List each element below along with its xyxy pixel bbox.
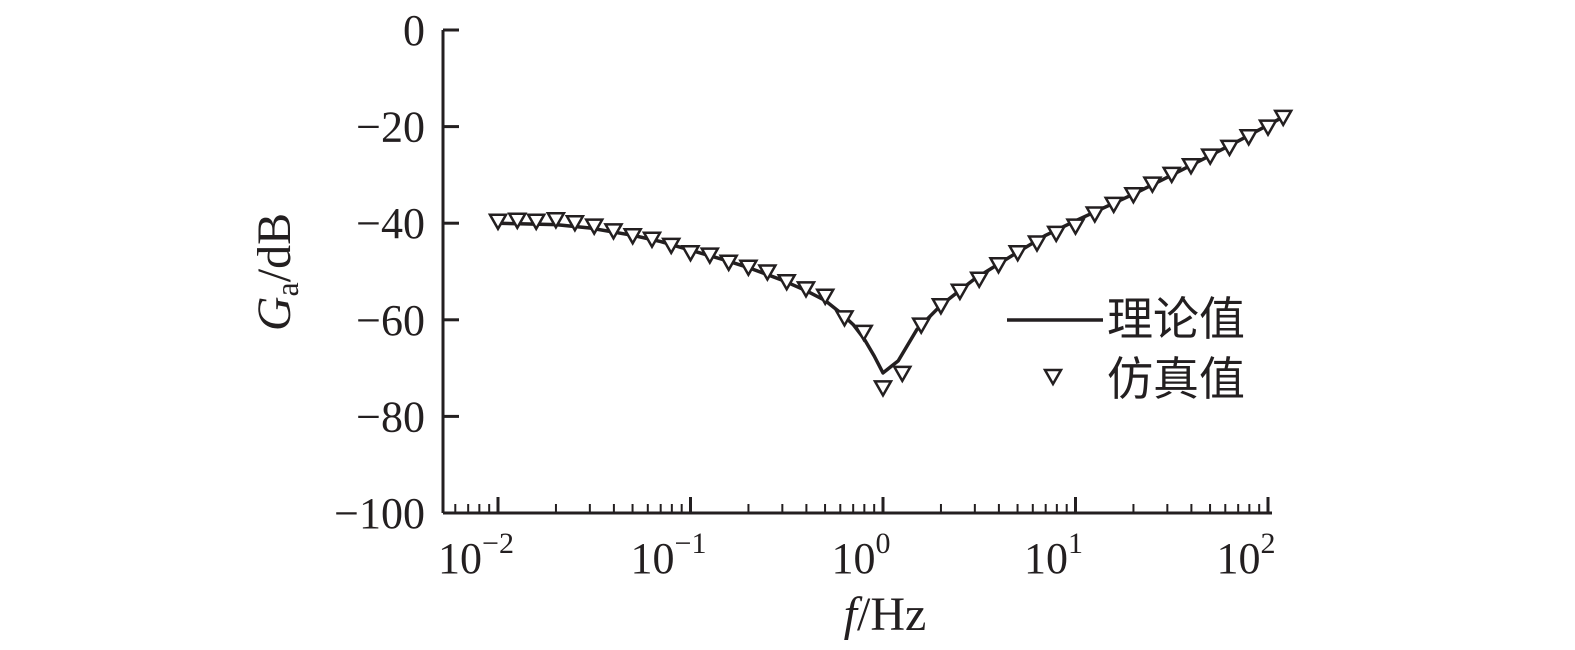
simulation-point <box>1046 225 1067 244</box>
simulation-point <box>699 247 720 266</box>
x-axis-label: f/Hz <box>844 588 927 641</box>
y-tick-label: 0 <box>403 6 425 55</box>
simulation-point <box>1026 235 1048 254</box>
y-axis-label: Ga/dB <box>248 213 305 331</box>
simulation-point <box>1142 176 1163 195</box>
simulation-point <box>776 273 797 292</box>
y-tick-label: −20 <box>356 103 425 152</box>
simulation-point <box>1238 129 1259 147</box>
simulation-point <box>1200 148 1221 167</box>
y-tick-label: −60 <box>356 296 425 345</box>
series-markers-simulation <box>487 109 1294 398</box>
x-tick-label: 10−2 <box>438 527 514 583</box>
simulation-point <box>1084 206 1105 225</box>
simulation-point <box>1273 109 1294 128</box>
simulation-point <box>603 223 624 241</box>
simulation-point <box>872 380 894 398</box>
simulation-point <box>911 317 932 336</box>
simulation-point <box>526 213 547 232</box>
simulation-point <box>1219 139 1240 158</box>
simulation-point <box>564 214 586 233</box>
simulation-point <box>757 264 778 283</box>
simulation-point <box>795 281 817 299</box>
x-tick-label: 101 <box>1024 527 1083 583</box>
simulation-point <box>930 298 952 316</box>
simulation-point <box>545 212 567 230</box>
simulation-point <box>1161 166 1182 185</box>
simulation-point <box>1257 119 1279 138</box>
simulation-point <box>507 212 528 231</box>
x-tick-label: 102 <box>1217 527 1276 583</box>
simulation-point <box>815 288 836 307</box>
axes <box>441 30 1272 515</box>
simulation-point <box>834 310 855 328</box>
simulation-point <box>988 257 1009 275</box>
legend-marker-sample <box>1042 368 1064 387</box>
simulation-point <box>949 283 971 302</box>
legend-label-theory: 理论值 <box>1107 294 1245 345</box>
y-tick-label: −80 <box>356 392 425 441</box>
simulation-point <box>1007 244 1028 263</box>
simulation-point <box>1065 218 1086 237</box>
simulation-point <box>1123 186 1144 205</box>
simulation-point <box>718 254 739 273</box>
simulation-point <box>1103 196 1124 215</box>
x-tick-label: 10−1 <box>631 527 707 583</box>
simulation-point <box>622 228 643 246</box>
simulation-point <box>969 271 990 290</box>
simulation-point <box>680 244 701 263</box>
simulation-point <box>641 231 663 250</box>
simulation-point <box>584 218 605 237</box>
legend: 理论值 仿真值 <box>1007 294 1245 405</box>
x-ticks: 10−2 10−1 100 101 102 <box>438 497 1276 583</box>
x-tick-label: 100 <box>832 527 891 583</box>
simulation-point <box>738 259 759 278</box>
y-ticks: 0 −20 −40 −60 −80 −100 <box>334 6 459 538</box>
simulation-point <box>853 324 874 343</box>
simulation-point <box>1180 157 1202 176</box>
simulation-point <box>892 365 913 384</box>
y-tick-label: −40 <box>356 199 425 248</box>
y-tick-label: −100 <box>334 489 425 538</box>
simulation-point <box>661 237 682 256</box>
x-minor-ticks <box>454 504 1261 513</box>
legend-label-simulation: 仿真值 <box>1107 354 1245 405</box>
simulation-point <box>487 213 509 232</box>
